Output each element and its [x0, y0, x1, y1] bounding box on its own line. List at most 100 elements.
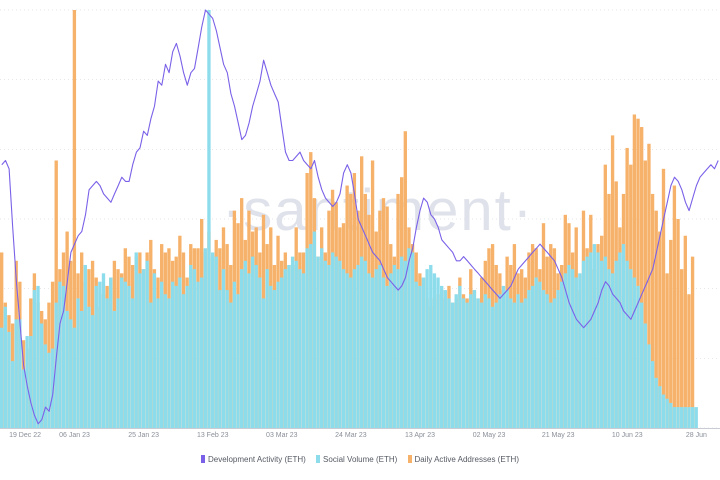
social-volume-bar [552, 298, 557, 428]
social-volume-bar [94, 285, 98, 428]
x-tick-label: 28 Jun [686, 432, 707, 439]
social-volume-bar [665, 398, 669, 428]
social-volume-bar [149, 302, 153, 428]
social-volume-bar [258, 277, 262, 428]
social-volume-bar [658, 386, 662, 428]
x-tick-label: 13 Feb 23 [197, 432, 229, 439]
development-activity-line [1, 9, 719, 425]
social-volume-bar [352, 269, 357, 428]
social-volume-bar [498, 294, 502, 428]
social-volume-bar [523, 298, 527, 428]
social-volume-bar [109, 277, 113, 428]
x-tick-label: 06 Jan 23 [59, 432, 90, 439]
social-volume-bar [338, 260, 342, 428]
social-volume-bar [130, 298, 135, 428]
social-volume-bar [50, 348, 55, 428]
social-volume-bar [345, 273, 349, 428]
social-volume-bar [243, 260, 247, 428]
social-volume-bar [10, 361, 15, 428]
daa-bar [72, 10, 77, 428]
social-volume-bar [280, 277, 284, 428]
social-volume-bar [145, 260, 149, 428]
daa-bar [643, 160, 647, 429]
social-volume-bar [207, 10, 211, 428]
legend-item-social[interactable]: Social Volume (ETH) [316, 455, 397, 464]
social-volume-bar [0, 327, 4, 428]
daa-bar [658, 231, 662, 428]
social-volume-bar [320, 248, 324, 428]
social-volume-bar [436, 277, 440, 428]
social-volume-bar [134, 252, 138, 428]
social-volume-bar [625, 260, 629, 428]
social-volume-bar [541, 290, 546, 428]
social-volume-bar [661, 394, 666, 428]
social-volume-bar [156, 298, 160, 428]
social-volume-bar [447, 298, 451, 428]
legend-item-daa[interactable]: Daily Active Addresses (ETH) [407, 455, 519, 464]
social-volume-bar [200, 277, 204, 428]
social-volume-bar [236, 294, 240, 428]
daa-bar [680, 269, 684, 428]
social-volume-bar [123, 281, 127, 428]
social-volume-bar [414, 281, 418, 428]
social-volume-bar [269, 285, 273, 428]
daa-bar [672, 185, 677, 428]
social-volume-bar [683, 407, 687, 428]
social-volume-bar [101, 273, 106, 428]
social-volume-bar [392, 264, 397, 428]
social-volume-bar [112, 310, 117, 428]
santiment-watermark: ·santiment· [222, 178, 534, 243]
social-volume-bar [432, 273, 437, 428]
legend-label-daa: Daily Active Addresses (ETH) [414, 455, 519, 464]
social-volume-bar [105, 298, 109, 428]
social-volume-bar [80, 310, 84, 428]
social-volume-bar [189, 264, 193, 428]
legend-item-dev[interactable]: Development Activity (ETH) [200, 455, 306, 464]
social-volume-bar [327, 264, 331, 428]
social-volume-bar [600, 260, 604, 428]
social-volume-bar [247, 273, 251, 428]
x-tick-label: 02 May 23 [473, 432, 506, 439]
x-axis: 19 Dec 22 06 Jan 23 25 Jan 23 13 Feb 23 03 M… [0, 428, 720, 439]
social-volume-bars [0, 10, 698, 428]
social-volume-bar [181, 294, 186, 428]
daa-bar [683, 235, 687, 428]
social-volume-bar [32, 290, 37, 428]
social-volume-bar [538, 281, 542, 428]
social-volume-bar [265, 269, 269, 428]
social-volume-bar [3, 306, 7, 428]
social-volume-bar [272, 290, 277, 428]
social-volume-bar [530, 285, 535, 428]
social-volume-bar [636, 285, 640, 428]
social-volume-bar [312, 231, 317, 428]
social-volume-bar [512, 302, 517, 428]
social-volume-bar [381, 277, 386, 428]
social-volume-bar [203, 248, 207, 428]
social-volume-bar [607, 269, 611, 428]
social-volume-bar [476, 298, 480, 428]
social-volume-bar [534, 277, 538, 428]
social-volume-bar [418, 285, 422, 428]
social-volume-bar [490, 306, 495, 428]
social-volume-bar [465, 302, 469, 428]
social-volume-bar [196, 281, 200, 428]
social-volume-bar [647, 344, 651, 428]
social-volume-bar [83, 264, 87, 428]
social-volume-bar [120, 277, 124, 428]
social-volume-bar [461, 298, 466, 428]
social-volume-bar [367, 273, 371, 428]
social-volume-bar [567, 264, 571, 428]
social-volume-bar [287, 264, 291, 428]
social-volume-bar [178, 277, 182, 428]
social-volume-bar [36, 285, 40, 428]
legend-swatch-daa [407, 455, 412, 463]
social-volume-bar [14, 319, 18, 428]
social-volume-bar [229, 302, 233, 428]
social-volume-bar [349, 277, 353, 428]
social-volume-bar [603, 256, 607, 428]
social-volume-bar [614, 260, 618, 428]
social-volume-bar [298, 269, 302, 428]
daa-bar [669, 239, 673, 428]
social-volume-bar [385, 285, 389, 428]
